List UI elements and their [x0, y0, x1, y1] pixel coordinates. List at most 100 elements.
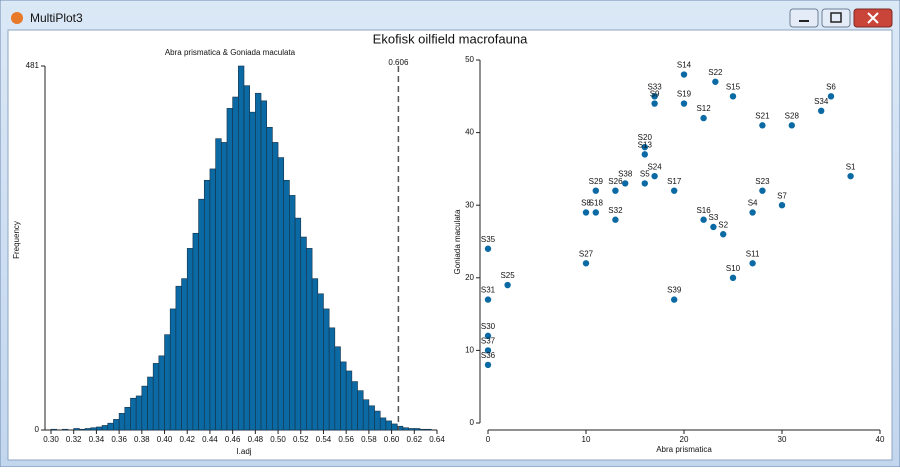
scatter-point [612, 187, 619, 194]
x-axis-label: I.adj [236, 447, 251, 456]
app-icon [11, 12, 23, 24]
maximize-button[interactable] [821, 8, 851, 28]
histogram-bar [90, 427, 97, 431]
histogram-bar [374, 410, 381, 431]
x-tick-label: 0.62 [407, 435, 423, 444]
histogram-bar [220, 142, 228, 431]
histogram-bar [169, 308, 177, 431]
point-label: S9 [650, 90, 660, 99]
point-label: S14 [677, 61, 692, 70]
histogram-bar [215, 138, 222, 431]
minimize-button[interactable] [789, 8, 819, 28]
histogram-bar [277, 157, 285, 431]
scatter-point [641, 180, 648, 187]
histogram-bar [294, 217, 302, 431]
scatter-point [582, 260, 590, 267]
histogram-bar [118, 413, 126, 431]
histogram-bar [124, 406, 131, 431]
histogram-bar [101, 425, 109, 431]
x-axis-label: Abra prismatica [656, 445, 712, 454]
point-label: S27 [579, 249, 594, 258]
point-label: S18 [589, 199, 604, 208]
point-label: S38 [618, 170, 633, 179]
histogram-bar [130, 397, 137, 431]
point-label: S5 [640, 170, 650, 179]
y-tick-label: 30 [465, 200, 474, 209]
histogram-bar [73, 428, 80, 431]
histogram-bar [402, 427, 409, 431]
scatter-point [592, 209, 599, 216]
histogram-bar [96, 426, 103, 431]
scatter-point [592, 187, 599, 194]
point-label: S10 [726, 264, 741, 273]
histogram-bar [84, 428, 92, 431]
histogram-bar [425, 428, 432, 431]
point-label: S36 [481, 351, 496, 360]
point-label: S30 [481, 322, 496, 331]
point-label: S6 [826, 82, 836, 91]
histogram-bar [300, 236, 307, 431]
y-tick-label: 0 [470, 418, 475, 427]
histogram-bar [186, 248, 194, 431]
point-label: S33 [647, 82, 662, 91]
histogram-bar [141, 385, 148, 431]
x-tick-label: 0.56 [338, 435, 354, 444]
y-tick-label: 50 [465, 55, 474, 64]
point-label: S16 [696, 206, 711, 215]
x-tick-label: 0.34 [89, 435, 105, 444]
point-label: S37 [481, 337, 496, 346]
close-icon [867, 12, 879, 24]
x-tick-label: 10 [582, 435, 591, 444]
maximize-icon [830, 12, 842, 23]
histogram-bar [152, 363, 160, 431]
x-tick-label: 0.60 [384, 435, 400, 444]
scatter-point [484, 347, 492, 354]
x-tick-label: 0.46 [225, 435, 241, 444]
scatter-point [778, 202, 786, 209]
scatter-point [847, 172, 854, 180]
scatter-point [749, 260, 756, 267]
histogram-bar [238, 65, 245, 431]
histogram-bar [113, 419, 120, 431]
x-tick-label: 0.32 [66, 435, 82, 444]
window-title: MultiPlot3 [30, 11, 83, 25]
scatter-point [818, 107, 825, 115]
scatter-point [680, 71, 688, 78]
scatter-point [612, 216, 619, 223]
x-tick-label: 0.40 [157, 435, 173, 444]
point-label: S17 [667, 177, 682, 186]
scatter-point [671, 187, 678, 194]
x-tick-label: 0.58 [361, 435, 377, 444]
histogram-bar [62, 428, 69, 431]
histogram-bar [203, 179, 211, 431]
histogram-bar [311, 278, 319, 431]
point-label: S35 [481, 235, 496, 244]
y-tick-label: 10 [465, 346, 474, 355]
x-tick-label: 0.54 [316, 435, 332, 444]
figure-title: Ekofisk oilfield macrofauna [373, 31, 528, 46]
point-label: S26 [608, 177, 623, 186]
point-label: S31 [481, 286, 496, 295]
scatter-point [651, 100, 658, 107]
histogram-bar [328, 327, 336, 431]
histogram-bar [232, 96, 239, 431]
point-label: S1 [846, 162, 856, 171]
scatter-point [680, 100, 688, 107]
point-label: S2 [718, 220, 728, 229]
histogram-bar [379, 417, 387, 431]
point-label: S29 [589, 177, 604, 186]
scatter-point [651, 172, 658, 180]
scatter-point [641, 151, 648, 158]
histogram-bar [323, 308, 330, 431]
x-tick-label: 0.50 [270, 435, 286, 444]
histogram-bar [255, 92, 262, 431]
histogram-bar [266, 126, 273, 431]
point-label: S32 [608, 206, 623, 215]
x-tick-label: 0.48 [248, 435, 264, 444]
histogram-bar [50, 428, 57, 431]
scatter-point [749, 209, 756, 216]
histogram-bar [192, 232, 199, 431]
scatter-point [641, 143, 648, 151]
histogram-bar [334, 346, 341, 431]
x-tick-label: 0.52 [293, 435, 309, 444]
